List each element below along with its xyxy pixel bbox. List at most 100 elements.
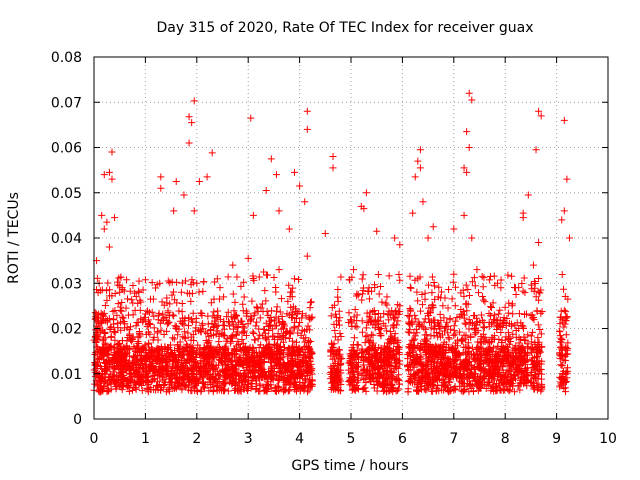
y-tick-label: 0.05 — [51, 186, 82, 202]
data-point — [308, 350, 316, 358]
data-point — [285, 387, 293, 395]
data-point — [380, 342, 388, 350]
data-point — [247, 114, 255, 122]
data-point — [165, 318, 173, 326]
data-point — [459, 286, 467, 294]
data-point — [96, 363, 104, 371]
data-point — [464, 339, 472, 347]
data-point — [436, 344, 444, 352]
data-point — [93, 274, 101, 282]
data-point — [512, 326, 520, 334]
data-point — [172, 177, 180, 185]
data-point — [207, 326, 215, 334]
data-point — [109, 307, 117, 315]
data-point — [537, 309, 545, 317]
data-point — [233, 347, 241, 355]
data-point — [456, 370, 464, 378]
data-point — [118, 372, 126, 380]
data-point — [208, 362, 216, 370]
data-point — [532, 146, 540, 154]
data-point — [556, 332, 564, 340]
data-point — [255, 325, 263, 333]
data-point — [394, 339, 402, 347]
data-point — [376, 283, 384, 291]
data-point — [256, 382, 264, 390]
data-point — [161, 344, 169, 352]
data-point — [421, 315, 429, 323]
data-point — [509, 358, 517, 366]
data-point — [131, 306, 139, 314]
data-point — [496, 386, 504, 394]
data-point — [335, 346, 343, 354]
data-point — [560, 207, 568, 215]
data-point — [154, 316, 162, 324]
data-point — [366, 336, 374, 344]
data-point — [272, 288, 280, 296]
data-point — [414, 297, 422, 305]
data-point — [210, 308, 218, 316]
data-point — [293, 347, 301, 354]
data-point — [188, 349, 196, 357]
data-point — [477, 333, 485, 341]
data-point — [106, 286, 114, 294]
data-point — [350, 334, 358, 342]
data-point — [107, 333, 115, 341]
chart-title: Day 315 of 2020, Rate Of TEC Index for r… — [157, 20, 534, 36]
data-point — [122, 363, 130, 371]
data-point — [238, 336, 246, 344]
data-point — [328, 364, 336, 372]
data-point — [234, 337, 242, 345]
data-point — [259, 307, 267, 315]
data-point — [162, 313, 170, 321]
data-point — [434, 293, 442, 301]
data-point — [187, 336, 195, 344]
data-point — [142, 348, 150, 356]
data-point — [479, 323, 487, 331]
data-point — [295, 322, 303, 330]
data-point — [362, 379, 370, 387]
data-point — [100, 329, 108, 337]
data-point — [467, 368, 475, 376]
data-point — [462, 281, 470, 289]
data-point — [137, 298, 145, 306]
data-point — [240, 385, 248, 393]
data-point — [557, 361, 565, 369]
data-point — [177, 288, 185, 296]
data-point — [256, 352, 264, 360]
data-point — [473, 362, 481, 370]
data-point — [460, 164, 468, 172]
data-point — [490, 332, 498, 340]
data-point — [560, 323, 568, 331]
data-point — [460, 379, 468, 387]
data-point — [168, 363, 176, 371]
data-point — [380, 310, 388, 318]
data-point — [210, 376, 218, 384]
data-point — [419, 198, 427, 206]
data-point — [270, 317, 278, 325]
data-point — [296, 375, 304, 383]
data-point — [465, 89, 473, 97]
data-point — [372, 316, 380, 324]
data-point — [365, 337, 373, 345]
data-point — [407, 306, 415, 314]
data-point — [118, 386, 126, 394]
data-point — [504, 357, 512, 365]
data-point — [528, 338, 536, 346]
data-point — [383, 327, 391, 335]
y-axis-label: ROTI / TECUs — [6, 192, 22, 284]
data-point — [289, 355, 297, 363]
data-point — [451, 385, 459, 393]
data-point — [289, 310, 297, 318]
data-point — [280, 361, 288, 369]
data-point — [146, 383, 154, 391]
data-point — [295, 275, 303, 283]
data-point — [143, 377, 151, 385]
data-point — [296, 182, 304, 190]
data-point — [530, 287, 538, 295]
data-point — [508, 272, 516, 280]
data-point — [470, 274, 478, 282]
data-point — [358, 349, 366, 357]
data-point — [130, 354, 138, 362]
data-point — [96, 382, 104, 390]
data-point — [251, 349, 259, 357]
